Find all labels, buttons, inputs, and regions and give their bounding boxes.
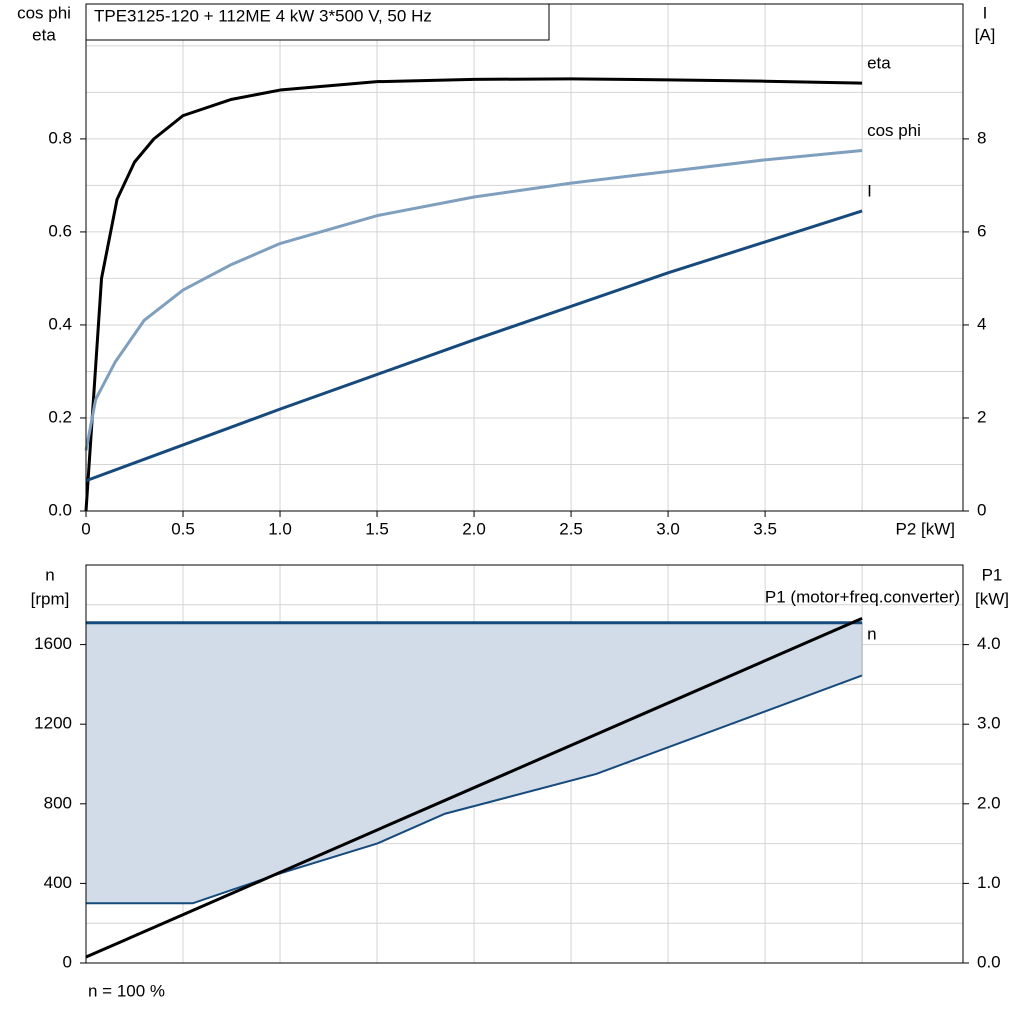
y2-tick-label: 0 <box>977 500 986 519</box>
title-box <box>85 3 550 41</box>
series-label: P1 (motor+freq.converter) <box>765 587 960 606</box>
y-tick-label: 1200 <box>34 714 72 733</box>
y-tick-label: 0.8 <box>48 128 72 147</box>
y2-axis-label: P1 <box>982 565 1003 584</box>
y2-axis-label: [A] <box>975 25 996 44</box>
y-tick-label: 1600 <box>34 634 72 653</box>
series-line <box>84 77 863 512</box>
series-label: eta <box>867 54 891 73</box>
x-tick-label: 3.0 <box>656 519 680 538</box>
series-line <box>85 616 863 959</box>
y-tick-label: 0 <box>63 952 72 971</box>
chart-title: TPE3125-120 + 112ME 4 kW 3*500 V, 50 Hz <box>94 6 432 25</box>
series-label: n <box>867 624 876 643</box>
y-tick-label: 400 <box>44 873 72 892</box>
x-tick-label: 1.0 <box>268 519 292 538</box>
y2-axis-label: [kW] <box>975 589 1009 608</box>
x-tick-label: 2.5 <box>559 519 583 538</box>
y2-tick-label: 3.0 <box>977 714 1001 733</box>
y-tick-label: 800 <box>44 793 72 812</box>
range-area <box>86 622 863 904</box>
plot-frame <box>85 564 964 964</box>
y2-tick-label: 0.0 <box>977 952 1001 971</box>
x-tick-label: 0.5 <box>171 519 195 538</box>
x-tick-label: 1.5 <box>365 519 389 538</box>
y2-tick-label: 4 <box>977 314 986 333</box>
y-axis-label: eta <box>32 25 56 44</box>
y2-tick-label: 8 <box>977 128 986 147</box>
y2-axis-label: I <box>983 3 988 22</box>
x-axis-label: P2 [kW] <box>895 519 955 538</box>
y-tick-label: 0.2 <box>48 407 72 426</box>
y2-tick-label: 6 <box>977 221 986 240</box>
x-tick-label: 0 <box>81 519 90 538</box>
series-line <box>85 209 863 483</box>
y2-tick-label: 1.0 <box>977 873 1001 892</box>
y-tick-label: 0.0 <box>48 500 72 519</box>
series-label: cos phi <box>867 121 921 140</box>
y2-tick-label: 4.0 <box>977 634 1001 653</box>
y-axis-label: [rpm] <box>31 589 70 608</box>
note: n = 100 % <box>88 981 165 1000</box>
series-line <box>84 149 863 451</box>
y2-tick-label: 2 <box>977 407 986 426</box>
x-tick-label: 2.0 <box>462 519 486 538</box>
y-axis-label: cos phi <box>17 3 71 22</box>
x-tick-label: 3.5 <box>753 519 777 538</box>
lower-line <box>86 674 863 905</box>
y-tick-label: 0.4 <box>48 314 72 333</box>
series-label: I <box>867 181 872 200</box>
y-axis-label: n <box>45 565 54 584</box>
y-tick-label: 0.6 <box>48 221 72 240</box>
y2-tick-label: 2.0 <box>977 793 1001 812</box>
